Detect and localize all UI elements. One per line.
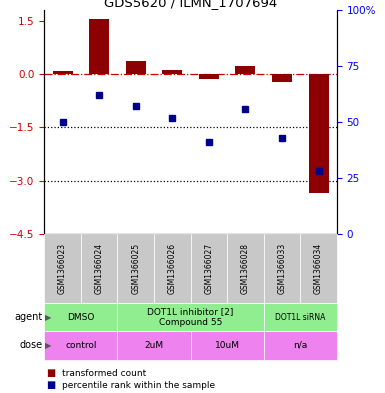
Text: ■: ■ [46, 380, 55, 390]
Text: GSM1366026: GSM1366026 [168, 243, 177, 294]
Text: GSM1366027: GSM1366027 [204, 243, 213, 294]
Bar [126, 61, 146, 74]
Text: GSM1366023: GSM1366023 [58, 243, 67, 294]
Text: GSM1366024: GSM1366024 [95, 243, 104, 294]
Text: GSM1366034: GSM1366034 [314, 243, 323, 294]
Text: ▶: ▶ [45, 341, 52, 350]
Bar [89, 19, 109, 74]
Text: DOT1L inhibitor [2]
Compound 55: DOT1L inhibitor [2] Compound 55 [147, 307, 234, 327]
Text: GSM1366025: GSM1366025 [131, 243, 140, 294]
Text: 2uM: 2uM [144, 341, 164, 350]
Text: percentile rank within the sample: percentile rank within the sample [62, 381, 215, 389]
Text: DMSO: DMSO [67, 313, 95, 321]
Text: control: control [65, 341, 97, 350]
Text: n/a: n/a [293, 341, 308, 350]
Text: transformed count: transformed count [62, 369, 146, 378]
Text: agent: agent [14, 312, 42, 322]
Text: dose: dose [19, 340, 42, 351]
Text: DOT1L siRNA: DOT1L siRNA [275, 313, 325, 321]
Bar [272, 74, 292, 82]
Bar [308, 74, 329, 193]
Text: ■: ■ [46, 368, 55, 378]
Text: 10uM: 10uM [215, 341, 239, 350]
Text: GSM1366033: GSM1366033 [278, 243, 286, 294]
Bar [199, 74, 219, 79]
Text: ▶: ▶ [45, 313, 52, 321]
Text: GSM1366028: GSM1366028 [241, 243, 250, 294]
Bar [162, 70, 182, 74]
Bar [52, 72, 73, 74]
Bar [235, 66, 256, 74]
Title: GDS5620 / ILMN_1707694: GDS5620 / ILMN_1707694 [104, 0, 277, 9]
